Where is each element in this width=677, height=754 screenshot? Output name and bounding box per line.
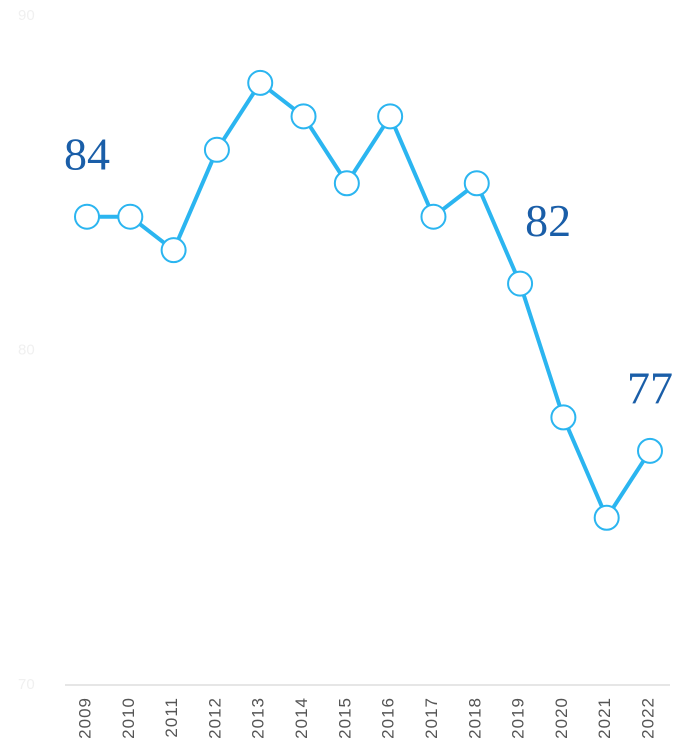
x-tick-label: 2012 (205, 697, 224, 739)
x-tick-label: 2017 (422, 697, 441, 739)
point-marker (290, 103, 317, 130)
x-tick-label: 2010 (119, 697, 138, 739)
point-marker (203, 136, 230, 163)
point-marker (160, 237, 187, 264)
x-tick-label: 2016 (379, 697, 398, 739)
y-tick-label: 70 (18, 676, 35, 693)
point-marker (420, 203, 447, 230)
point-marker (117, 203, 144, 230)
x-tick-label: 2018 (465, 697, 484, 739)
data-label: 84 (64, 128, 110, 179)
x-tick-label: 2011 (162, 697, 181, 738)
y-tick-label: 80 (18, 341, 35, 358)
point-marker (637, 437, 663, 464)
point-marker (507, 270, 534, 297)
point-marker (593, 504, 620, 531)
point-marker (377, 103, 404, 130)
y-tick-label: 90 (18, 7, 35, 24)
line (87, 80, 652, 520)
x-tick-label: 2009 (75, 697, 94, 739)
x-tick-label: 2021 (595, 697, 614, 739)
data-label: 82 (525, 195, 571, 246)
x-tick-label: 2020 (552, 697, 571, 739)
point-marker (333, 170, 360, 197)
x-tick-label: 2014 (292, 697, 311, 739)
x-tick-label: 2013 (249, 697, 268, 739)
point-marker (74, 203, 100, 230)
x-tick-label: 2015 (335, 697, 354, 739)
data-label: 77 (627, 362, 673, 413)
point-marker (463, 170, 490, 197)
point-marker (550, 404, 577, 431)
x-tick-label: 2019 (509, 697, 528, 739)
point-marker (247, 69, 274, 96)
x-tick-label: 2022 (638, 697, 657, 739)
